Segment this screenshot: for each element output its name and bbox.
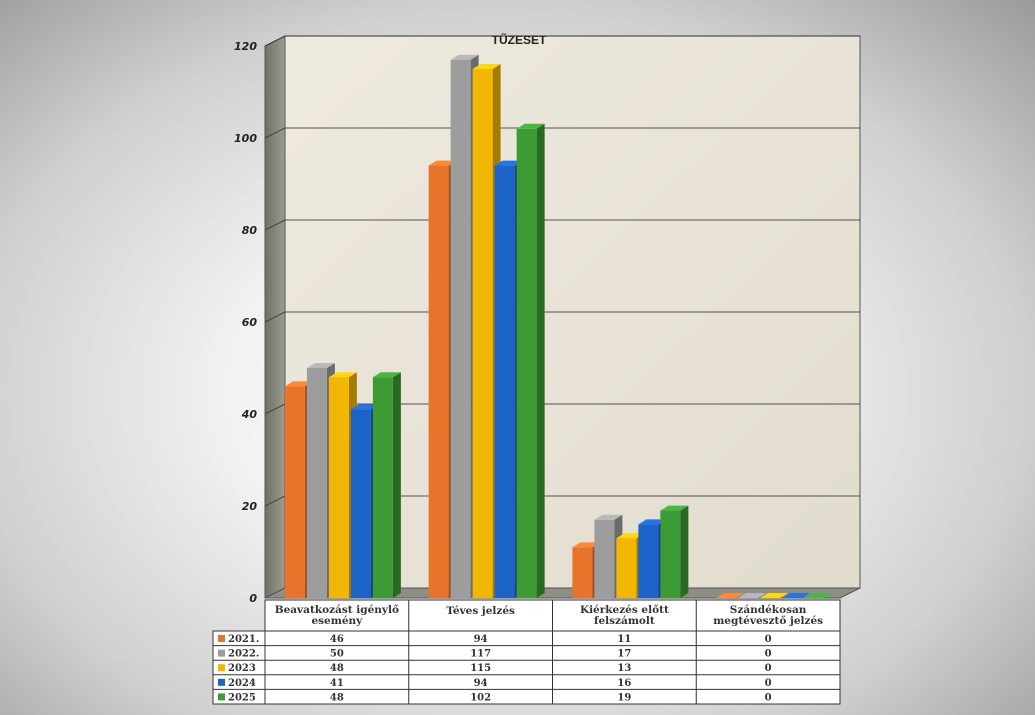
data-value: 117 (470, 649, 491, 660)
bar (660, 505, 689, 598)
y-tick-label: 0 (249, 592, 257, 605)
data-value: 48 (330, 692, 344, 703)
data-value: 11 (617, 634, 631, 645)
gridline-side (264, 495, 286, 507)
bar (760, 593, 789, 598)
legend-swatch (218, 664, 225, 672)
y-tick-label: 20 (242, 500, 258, 513)
data-value: 0 (765, 634, 772, 645)
bar (782, 593, 811, 598)
category-label: Téves jelzés (446, 605, 515, 617)
y-tick-label: 120 (234, 40, 257, 53)
gridline-side (264, 311, 286, 323)
legend-label: 2021. (228, 634, 259, 645)
gridline-side (264, 219, 286, 231)
category-label: megtévesztő jelzés (713, 614, 823, 627)
legend-swatch (218, 635, 225, 642)
data-value: 19 (617, 692, 631, 703)
data-value: 94 (474, 678, 488, 689)
bar (738, 593, 767, 598)
bar (372, 372, 401, 598)
legend-label: 2025 (228, 692, 256, 703)
chart-title: TŰZESET (492, 32, 547, 47)
gridline-side (264, 403, 286, 415)
gridline-side (264, 35, 286, 47)
legend-swatch (218, 649, 225, 657)
data-value: 50 (330, 649, 344, 660)
y-tick-label: 100 (234, 132, 257, 145)
data-value: 0 (765, 678, 772, 689)
category-label: Beavatkozást igénylő (275, 603, 399, 616)
category-label: felszámolt (594, 615, 655, 627)
bar (516, 123, 545, 599)
data-value: 94 (474, 634, 488, 645)
y-tick-label: 80 (242, 224, 258, 237)
data-value: 48 (330, 663, 344, 674)
data-value: 0 (765, 649, 772, 660)
data-value: 115 (470, 663, 491, 674)
bar (716, 593, 745, 598)
legend-swatch (218, 678, 225, 686)
data-value: 46 (330, 634, 344, 645)
data-value: 17 (617, 649, 631, 660)
data-value: 16 (617, 678, 631, 689)
legend-label: 2022. (228, 649, 259, 660)
data-value: 0 (765, 692, 772, 703)
legend-label: 2024 (228, 678, 256, 689)
gridline-side (264, 127, 286, 139)
legend-label: 2023 (228, 663, 256, 674)
data-value: 102 (470, 692, 491, 703)
data-value: 13 (617, 663, 631, 674)
category-label: esemény (311, 615, 363, 627)
data-value: 41 (330, 678, 344, 689)
legend-swatch (218, 693, 225, 701)
data-value: 0 (765, 663, 772, 674)
y-tick-label: 40 (241, 408, 258, 421)
category-label: Szándékosan (730, 604, 807, 616)
bar (804, 593, 833, 598)
category-label: Kiérkezés előtt (580, 603, 669, 616)
y-tick-label: 60 (242, 316, 258, 329)
